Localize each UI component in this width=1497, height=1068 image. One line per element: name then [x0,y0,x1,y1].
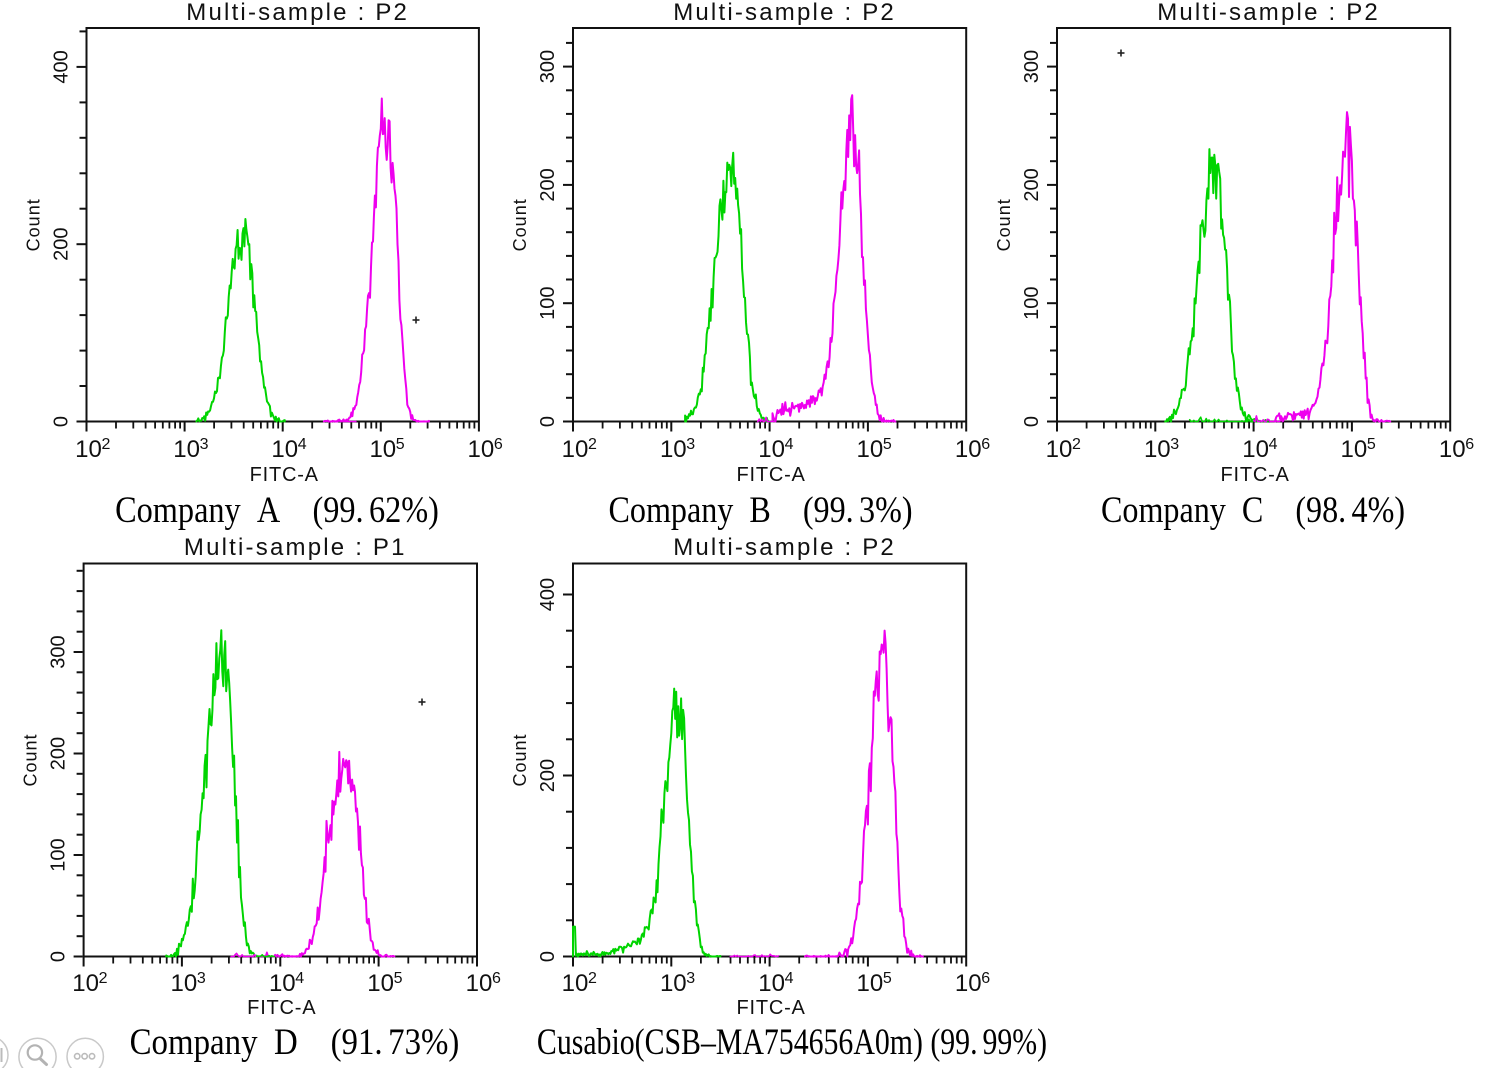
svg-text:10: 10 [466,970,493,997]
svg-text:4: 4 [785,970,794,987]
svg-text:Company A (99. 62%): Company A (99. 62%) [115,489,439,531]
svg-text:10: 10 [1242,436,1269,463]
svg-text:Company B (99. 3%): Company B (99. 3%) [608,490,912,531]
svg-text:10: 10 [171,970,198,997]
svg-text:10: 10 [562,970,589,997]
svg-text:10: 10 [271,436,298,463]
svg-text:10: 10 [857,970,884,997]
svg-text:3: 3 [686,970,695,987]
svg-text:0: 0 [48,951,70,962]
svg-text:400: 400 [51,50,73,83]
svg-text:10: 10 [1439,436,1466,463]
svg-text:10: 10 [955,436,982,463]
svg-text:5: 5 [396,436,405,453]
svg-text:6: 6 [1465,436,1474,453]
svg-text:4: 4 [785,436,794,453]
svg-text:Count: Count [24,198,44,251]
svg-text:Company C (98. 4%): Company C (98. 4%) [1101,490,1405,531]
svg-text:2: 2 [588,436,597,453]
svg-text:6: 6 [492,970,501,987]
svg-text:4: 4 [295,970,304,987]
svg-text:0: 0 [51,416,73,427]
svg-text:3: 3 [1170,436,1179,453]
svg-text:Multi-sample : P1: Multi-sample : P1 [184,534,407,561]
svg-text:FITC-A: FITC-A [736,997,805,1019]
svg-text:200: 200 [48,737,70,770]
svg-text:Cusabio(CSB–MA754656A0m) (99.: Cusabio(CSB–MA754656A0m) (99. 99%) [537,1022,1047,1063]
svg-text:10: 10 [857,436,884,463]
svg-text:10: 10 [562,436,589,463]
svg-text:300: 300 [1021,50,1043,83]
svg-text:200: 200 [1021,168,1043,201]
svg-text:10: 10 [660,436,687,463]
svg-text:100: 100 [1021,287,1043,320]
svg-text:10: 10 [369,436,396,463]
svg-text:300: 300 [48,635,70,668]
svg-text:5: 5 [883,436,892,453]
svg-text:Multi-sample : P2: Multi-sample : P2 [186,0,409,26]
svg-text:2: 2 [588,970,597,987]
svg-text:Count: Count [510,733,530,786]
svg-text:10: 10 [1341,436,1368,463]
svg-text:0: 0 [537,951,559,962]
svg-text:FITC-A: FITC-A [1220,464,1289,486]
svg-text:10: 10 [468,436,495,463]
svg-text:100: 100 [48,838,70,871]
svg-text:300: 300 [537,50,559,83]
svg-text:10: 10 [269,970,296,997]
svg-text:10: 10 [75,436,102,463]
svg-text:FITC-A: FITC-A [250,464,319,486]
svg-text:3: 3 [200,436,209,453]
svg-text:200: 200 [537,759,559,792]
svg-text:10: 10 [1144,436,1171,463]
svg-text:Company D (91. 73%): Company D (91. 73%) [130,1021,460,1062]
svg-text:10: 10 [1046,436,1073,463]
svg-text:100: 100 [537,287,559,320]
svg-text:10: 10 [72,970,99,997]
svg-text:3: 3 [686,436,695,453]
svg-text:4: 4 [1269,436,1278,453]
svg-text:10: 10 [660,970,687,997]
svg-text:2: 2 [99,970,108,987]
svg-text:200: 200 [51,228,73,261]
svg-text:10: 10 [758,436,785,463]
svg-text:10: 10 [955,970,982,997]
svg-text:Multi-sample : P2: Multi-sample : P2 [673,0,896,26]
svg-text:200: 200 [537,168,559,201]
svg-text:5: 5 [883,970,892,987]
svg-text:6: 6 [494,436,503,453]
svg-text:Multi-sample : P2: Multi-sample : P2 [1157,0,1380,26]
svg-text:3: 3 [197,970,206,987]
svg-text:0: 0 [537,416,559,427]
svg-text:0: 0 [1021,416,1043,427]
svg-text:2: 2 [102,436,111,453]
svg-text:Multi-sample : P2: Multi-sample : P2 [673,534,896,561]
svg-text:10: 10 [173,436,200,463]
svg-text:Count: Count [510,198,530,251]
svg-text:6: 6 [981,436,990,453]
svg-text:Count: Count [21,733,41,786]
svg-text:5: 5 [394,970,403,987]
svg-text:FITC-A: FITC-A [736,464,805,486]
svg-text:400: 400 [537,578,559,611]
svg-text:6: 6 [981,970,990,987]
svg-text:10: 10 [758,970,785,997]
svg-text:4: 4 [298,436,307,453]
svg-text:FITC-A: FITC-A [247,997,316,1019]
svg-text:10: 10 [367,970,394,997]
svg-text:2: 2 [1072,436,1081,453]
svg-text:Count: Count [994,198,1014,251]
svg-text:5: 5 [1367,436,1376,453]
